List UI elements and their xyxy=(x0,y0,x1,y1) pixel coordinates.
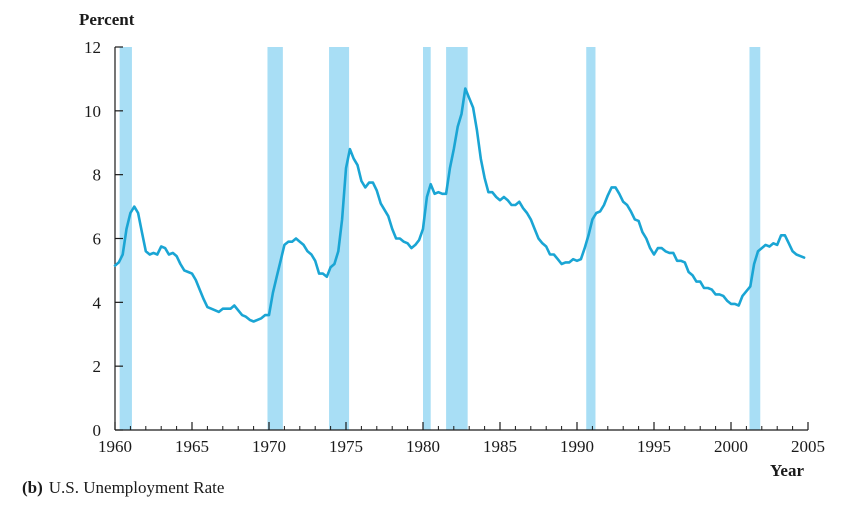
unemployment-rate-line xyxy=(113,87,806,323)
recession-band-5 xyxy=(586,47,596,430)
y-tick-label-4: 4 xyxy=(93,293,102,312)
x-axis-label: Year xyxy=(770,461,804,480)
x-tick-label-2000: 2000 xyxy=(714,437,748,456)
y-tick-label-2: 2 xyxy=(93,357,102,376)
x-tick-label-1985: 1985 xyxy=(483,437,517,456)
series-layer xyxy=(113,87,806,323)
x-tick-label-1960: 1960 xyxy=(98,437,132,456)
y-tick-label-12: 12 xyxy=(84,38,101,57)
x-tick-label-1995: 1995 xyxy=(637,437,671,456)
x-tick-label-1970: 1970 xyxy=(252,437,286,456)
recession-band-1 xyxy=(267,47,283,430)
y-tick-label-6: 6 xyxy=(93,230,102,249)
recession-bands xyxy=(119,47,761,430)
recession-band-4 xyxy=(446,47,468,430)
recession-band-3 xyxy=(423,47,431,430)
tick-labels: 0 2 4 6 8 10 12 1960 1965 1970 1975 1980 1985 1990 199… xyxy=(84,38,825,456)
x-tick-label-1965: 1965 xyxy=(175,437,209,456)
x-tick-label-1980: 1980 xyxy=(406,437,440,456)
y-tick-label-10: 10 xyxy=(84,102,101,121)
axes xyxy=(114,46,809,431)
x-tick-label-2005: 2005 xyxy=(791,437,825,456)
recession-band-6 xyxy=(749,47,761,430)
x-tick-label-1990: 1990 xyxy=(560,437,594,456)
x-tick-label-1975: 1975 xyxy=(329,437,363,456)
figure-caption: (b) U.S. Unemployment Rate xyxy=(22,478,224,498)
y-tick-label-8: 8 xyxy=(93,166,102,185)
caption-panel-label: (b) xyxy=(22,478,43,497)
y-tick-label-0: 0 xyxy=(93,421,102,440)
y-axis-label: Percent xyxy=(79,10,135,29)
caption-text: U.S. Unemployment Rate xyxy=(48,478,225,497)
